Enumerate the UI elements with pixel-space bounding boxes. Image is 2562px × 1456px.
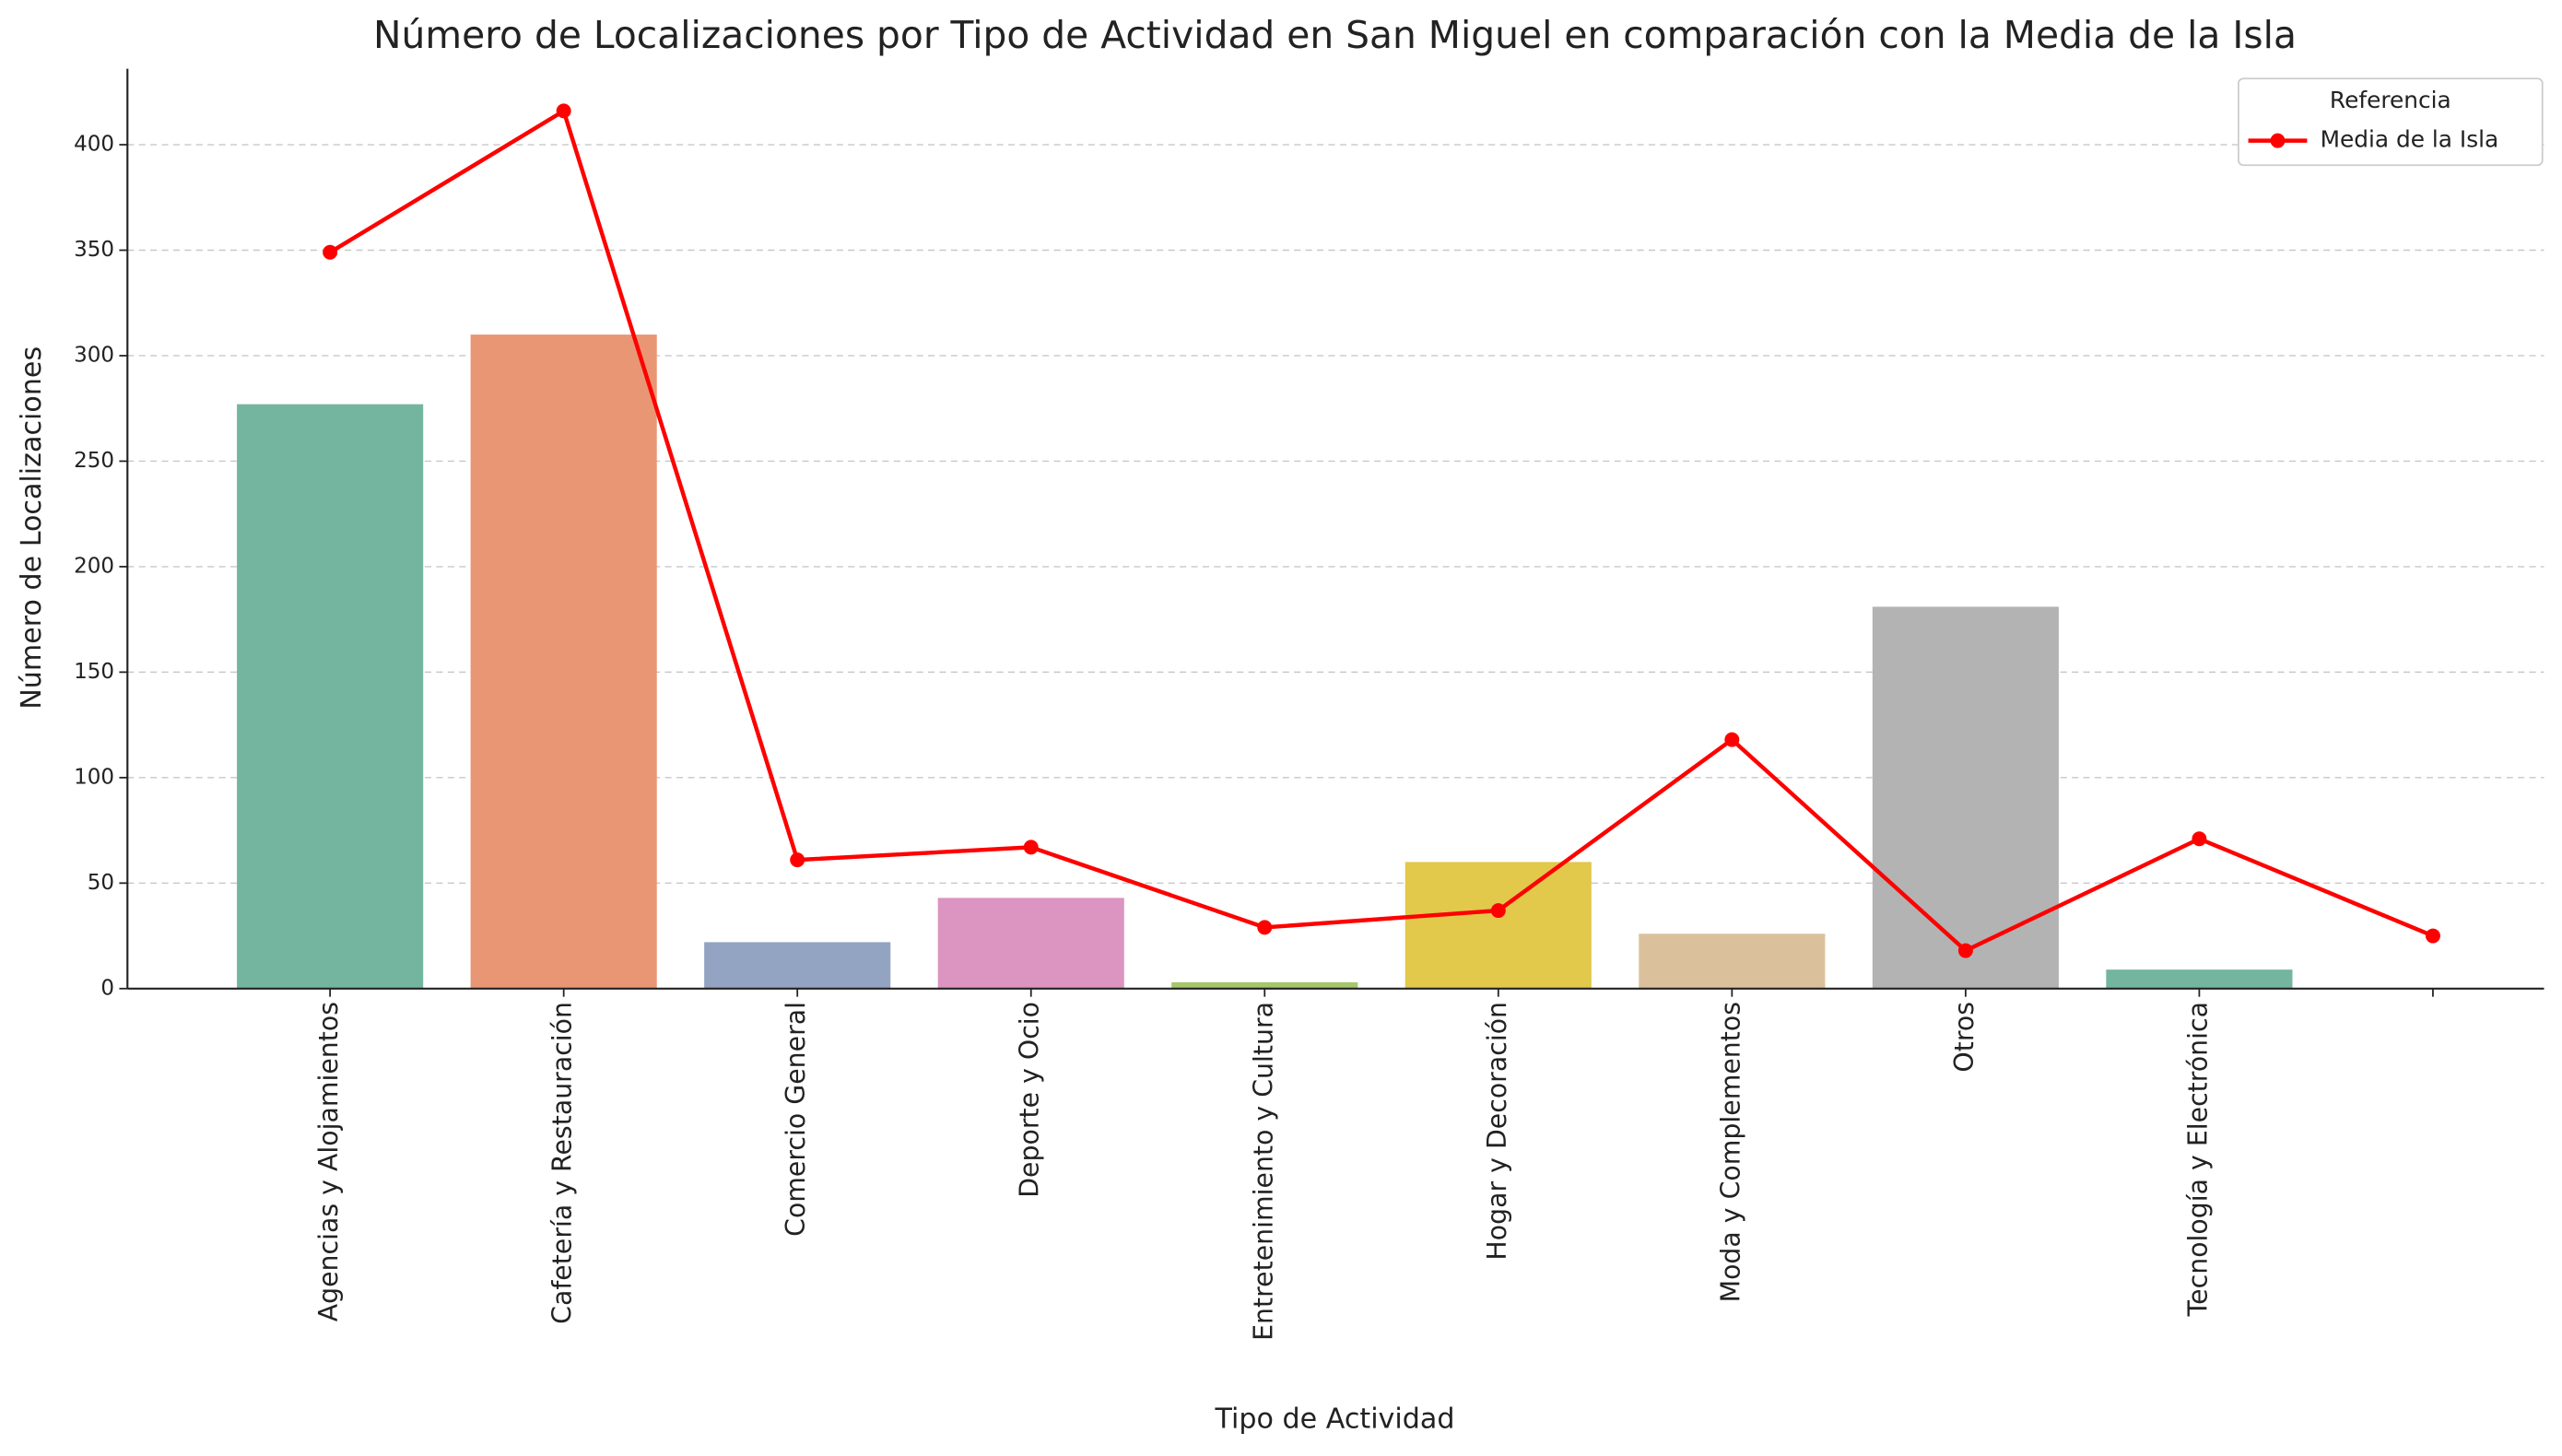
line-point — [323, 244, 338, 260]
line-point — [2192, 831, 2207, 847]
bar — [1171, 981, 1358, 989]
bar — [704, 942, 891, 989]
y-tick-label: 200 — [74, 554, 114, 578]
line-point — [790, 852, 805, 868]
x-tick-label: Comercio General — [781, 1002, 811, 1237]
bar — [2106, 969, 2293, 989]
line-series — [328, 108, 2434, 954]
y-tick-label: 100 — [74, 765, 114, 789]
line-point — [2425, 928, 2440, 944]
bar — [937, 898, 1124, 989]
y-tick-label: 400 — [74, 133, 114, 157]
bar — [237, 404, 424, 989]
legend-box — [2238, 77, 2544, 167]
y-axis-label: Número de Localizaciones — [16, 346, 48, 710]
y-tick-label: 0 — [100, 976, 114, 1000]
legend-label: Media de la Isla — [2321, 126, 2499, 153]
line-point — [1257, 920, 1273, 935]
y-tick-label: 250 — [74, 449, 114, 473]
x-tick-label: Moda y Complementos — [1715, 1002, 1745, 1302]
line-point — [1957, 943, 1973, 958]
chart-title: Número de Localizaciones por Tipo de Act… — [373, 13, 2297, 57]
x-axis-label: Tipo de Actividad — [1215, 1403, 1455, 1435]
y-tick-label: 150 — [74, 660, 114, 684]
bar — [470, 335, 657, 989]
x-tick-label: Otros — [1949, 1002, 1980, 1073]
line-point — [1490, 903, 1506, 919]
line-point — [556, 103, 571, 119]
x-tick-label: Entretenimiento y Cultura — [1248, 1002, 1278, 1341]
x-tick-label: Agencias y Alojamientos — [313, 1002, 344, 1321]
bar — [1872, 606, 2059, 989]
line-point — [1023, 840, 1039, 855]
x-tick-label: Deporte y Ocio — [1015, 1002, 1045, 1198]
x-tick-label: Cafetería y Restauración — [547, 1002, 578, 1324]
bar — [1639, 933, 1826, 989]
legend-title: Referencia — [2330, 87, 2451, 113]
y-tick-label: 50 — [88, 871, 114, 895]
bar — [1404, 862, 1592, 989]
x-tick-label: Tecnología y Electrónica — [2182, 1002, 2213, 1317]
x-tick-label: Hogar y Decoración — [1482, 1002, 1512, 1261]
legend-marker — [2270, 133, 2286, 148]
y-tick-label: 350 — [74, 238, 114, 262]
line-point — [1724, 732, 1740, 747]
y-tick-label: 300 — [74, 343, 114, 367]
